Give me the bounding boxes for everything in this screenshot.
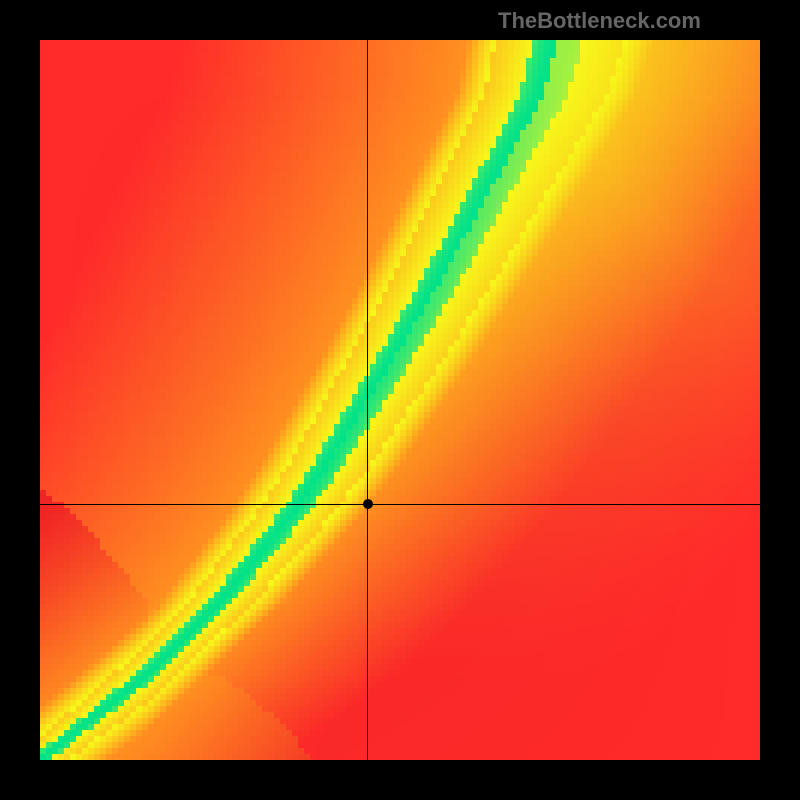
chart-container: TheBottleneck.com: [0, 0, 800, 800]
watermark-text: TheBottleneck.com: [498, 8, 701, 34]
bottleneck-heatmap: [40, 40, 760, 760]
data-point-marker: [363, 499, 373, 509]
crosshair-vertical: [367, 40, 368, 760]
crosshair-horizontal: [40, 504, 760, 505]
